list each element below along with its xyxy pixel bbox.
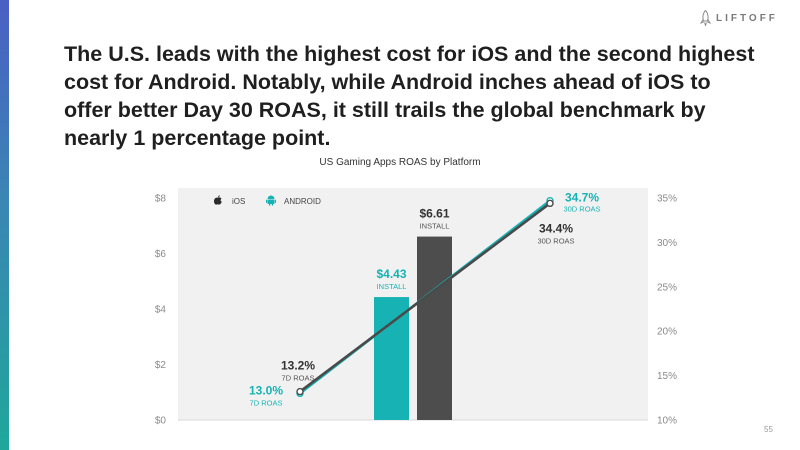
point-ios — [296, 387, 304, 396]
bar-value-label: $4.43 — [376, 267, 406, 281]
y-left-tick-label: $2 — [155, 360, 167, 371]
bar-sublabel: INSTALL — [420, 222, 450, 231]
y-right-tick-label: 30% — [657, 238, 677, 249]
y-right-tick-label: 35% — [657, 194, 677, 205]
y-right-tick-label: 15% — [657, 371, 677, 382]
rocket-icon — [700, 10, 711, 26]
y-left-tick-label: $6 — [155, 249, 167, 260]
headline: The U.S. leads with the highest cost for… — [64, 42, 755, 150]
y-left-tick-label: $4 — [155, 305, 167, 316]
legend-android-label: ANDROID — [284, 197, 321, 206]
accent-bar — [0, 0, 9, 450]
page-number: 55 — [764, 425, 773, 434]
chart-title: US Gaming Apps ROAS by Platform — [319, 157, 481, 168]
point-ios — [546, 199, 554, 208]
plot-background — [178, 188, 648, 420]
liftoff-logo: LIFTOFF — [700, 10, 778, 26]
point-sublabel: 30D ROAS — [537, 236, 574, 245]
bar-android-install — [374, 297, 409, 420]
logo-text: LIFTOFF — [716, 12, 778, 24]
android-icon — [266, 195, 276, 206]
bar-sublabel: INSTALL — [377, 282, 407, 291]
point-value-label: 34.4% — [539, 221, 573, 235]
point-value-label: 13.0% — [249, 383, 283, 397]
y-right-tick-label: 25% — [657, 282, 677, 293]
point-sublabel: 30D ROAS — [563, 205, 600, 214]
point-sublabel: 7D ROAS — [250, 398, 283, 407]
bar-ios-install — [417, 236, 452, 420]
line-ios — [299, 202, 551, 393]
bar-value-label: $6.61 — [419, 207, 449, 221]
legend-ios-label: iOS — [232, 197, 245, 206]
y-left-tick-label: $8 — [155, 194, 167, 205]
y-left-tick-label: $0 — [155, 416, 167, 427]
y-right-tick-label: 10% — [657, 416, 677, 427]
y-right-tick-label: 20% — [657, 327, 677, 338]
apple-icon — [213, 195, 222, 205]
point-value-label: 34.7% — [565, 191, 599, 205]
point-value-label: 13.2% — [281, 359, 315, 373]
point-sublabel: 7D ROAS — [282, 374, 315, 383]
